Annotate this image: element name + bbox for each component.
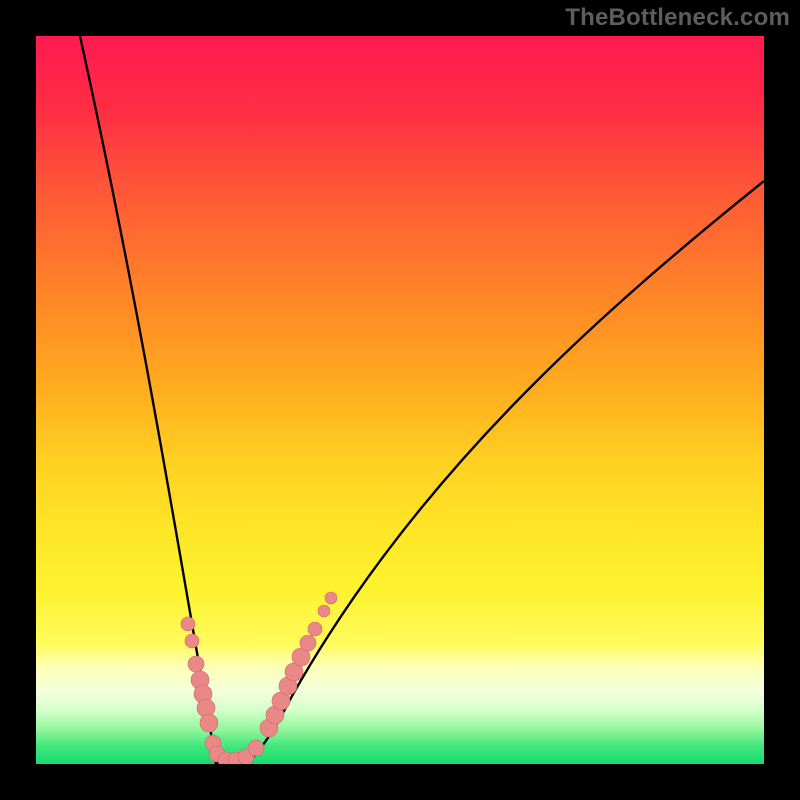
data-marker [318, 605, 330, 617]
data-marker [181, 617, 195, 631]
data-marker [185, 634, 199, 648]
data-marker [188, 656, 204, 672]
gradient-background [36, 36, 764, 764]
plot-svg [36, 36, 764, 764]
data-marker [308, 622, 322, 636]
data-marker [325, 592, 337, 604]
chart-frame: TheBottleneck.com [0, 0, 800, 800]
watermark-text: TheBottleneck.com [565, 4, 790, 32]
plot-area [36, 36, 764, 764]
data-marker [200, 714, 218, 732]
data-marker [300, 635, 316, 651]
data-marker [248, 740, 264, 756]
